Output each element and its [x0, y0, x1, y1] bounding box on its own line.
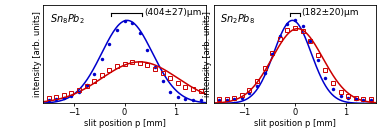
X-axis label: slit position p [mm]: slit position p [mm]: [84, 119, 166, 128]
Text: (182±20)μm: (182±20)μm: [301, 8, 359, 17]
Text: (404±27)μm: (404±27)μm: [144, 8, 201, 17]
Text: Sn$_2$Pb$_8$: Sn$_2$Pb$_8$: [220, 12, 256, 26]
Text: Sn$_8$Pb$_2$: Sn$_8$Pb$_2$: [50, 12, 85, 26]
X-axis label: slit position p [mm]: slit position p [mm]: [254, 119, 336, 128]
Y-axis label: intensity [arb. units]: intensity [arb. units]: [203, 11, 212, 97]
Y-axis label: intensity [arb. units]: intensity [arb. units]: [33, 11, 42, 97]
